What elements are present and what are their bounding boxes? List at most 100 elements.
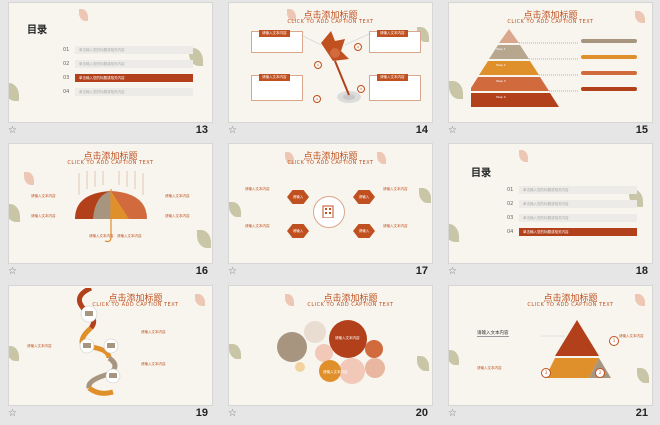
- marker-2: 2: [595, 368, 605, 378]
- toc-bar-active: [75, 74, 193, 82]
- hexagon-node: 请输入: [353, 190, 375, 204]
- slide-footer: ☆ 18: [440, 265, 660, 282]
- bubble: [339, 358, 365, 384]
- slide-13-canvas[interactable]: 目录 01 单击输入您的标题或相关内容 02 单击输入您的标题或相关内容 03 …: [9, 3, 212, 122]
- toc-number: 01: [63, 47, 70, 53]
- text-label: 请输入文本内容: [165, 214, 190, 218]
- toc-number: 03: [63, 75, 70, 81]
- star-icon[interactable]: ☆: [228, 266, 237, 277]
- slide-thumbnail-15[interactable]: 点击添加标题 CLICK TO ADD CAPTION TEXT Step 1 …: [440, 0, 660, 141]
- toc-row-1: 01 单击输入您的标题或相关内容: [507, 186, 647, 194]
- slide-footer: ☆ 21: [440, 407, 660, 424]
- leaf-decoration: [24, 172, 34, 185]
- leaf-decoration: [229, 202, 241, 217]
- text-tag: 请输入文本内容: [259, 74, 290, 81]
- toc-bar: [519, 214, 637, 222]
- star-icon[interactable]: ☆: [448, 408, 457, 419]
- text-label: 请输入文本内容: [245, 187, 270, 191]
- slide-number: 13: [195, 124, 208, 136]
- slide-footer: ☆ 16: [0, 265, 220, 282]
- marker-4: 4: [313, 95, 321, 103]
- slide-number: 16: [195, 265, 208, 277]
- text-tag: 请输入文本内容: [259, 30, 290, 37]
- slide-16-canvas[interactable]: 点击添加标题 CLICK TO ADD CAPTION TEXT 请输入文本内容…: [9, 144, 212, 263]
- slide-18-canvas[interactable]: 目录 01 单击输入您的标题或相关内容 02 单击输入您的标题或相关内容 03 …: [449, 144, 652, 263]
- star-icon[interactable]: ☆: [8, 125, 17, 136]
- toc-row-4: 04 单击输入您的标题或相关内容: [63, 88, 203, 96]
- toc-row-2: 02 单击输入您的标题或相关内容: [63, 60, 203, 68]
- leaf-decoration: [635, 11, 645, 23]
- slide-thumbnail-13[interactable]: 目录 01 单击输入您的标题或相关内容 02 单击输入您的标题或相关内容 03 …: [0, 0, 220, 141]
- toc-text: 单击输入您的标题或相关内容: [523, 216, 569, 220]
- bubble: [319, 360, 341, 382]
- toc-number: 04: [63, 89, 70, 95]
- text-label: 请输入文本内容: [141, 362, 166, 366]
- star-icon[interactable]: ☆: [448, 266, 457, 277]
- slide-footer: ☆ 19: [0, 407, 220, 424]
- slide-17-canvas[interactable]: 点击添加标题 CLICK TO ADD CAPTION TEXT 请输入文本内容…: [229, 144, 432, 263]
- star-icon[interactable]: ☆: [228, 125, 237, 136]
- slide-21-canvas[interactable]: 点击添加标题 CLICK TO ADD CAPTION TEXT 请输入文本内容…: [449, 286, 652, 405]
- leaf-decoration: [285, 294, 294, 306]
- text-label: 请输入文本内容: [383, 187, 408, 191]
- toc-number: 04: [507, 229, 514, 235]
- slide-thumbnail-20[interactable]: 点击添加标题 CLICK TO ADD CAPTION TEXT 请输入文本内容…: [220, 283, 440, 424]
- text-label: 请输入文本内容: [27, 344, 52, 348]
- slide-number: 18: [635, 265, 648, 277]
- hexagon-node: 请输入: [287, 224, 309, 238]
- building-icon: [322, 205, 334, 218]
- toc-bar: [75, 46, 193, 54]
- slide-thumbnail-21[interactable]: 点击添加标题 CLICK TO ADD CAPTION TEXT 请输入文本内容…: [440, 283, 660, 424]
- marker-2: 2: [354, 43, 362, 51]
- toc-title: 目录: [471, 168, 491, 179]
- star-icon[interactable]: ☆: [448, 125, 457, 136]
- triangle-diagram: [541, 320, 611, 378]
- slide-subtitle: CLICK TO ADD CAPTION TEXT: [67, 160, 154, 166]
- text-label: 请输入文本内容: [117, 234, 142, 238]
- hexagon-node: 请输入: [353, 224, 375, 238]
- bubble: [315, 344, 333, 362]
- bubble: [295, 362, 305, 372]
- toc-text: 单击输入您的标题或相关内容: [79, 90, 125, 94]
- pyramid-chart: [471, 29, 637, 107]
- slide-thumbnail-16[interactable]: 点击添加标题 CLICK TO ADD CAPTION TEXT 请输入文本内容…: [0, 141, 220, 282]
- bubble: [365, 340, 383, 358]
- slide-subtitle: CLICK TO ADD CAPTION TEXT: [507, 19, 594, 25]
- star-icon[interactable]: ☆: [8, 266, 17, 277]
- slide-footer: ☆ 17: [220, 265, 440, 282]
- toc-text: 单击输入您的标题或相关内容: [523, 230, 569, 234]
- leaf-decoration: [195, 294, 205, 306]
- star-icon[interactable]: ☆: [8, 408, 17, 419]
- slide-number: 21: [635, 407, 648, 419]
- toc-bar: [75, 88, 193, 96]
- slide-20-canvas[interactable]: 点击添加标题 CLICK TO ADD CAPTION TEXT 请输入文本内容…: [229, 286, 432, 405]
- slide-thumbnail-19[interactable]: 点击添加标题 CLICK TO ADD CAPTION TEXT 请输入文本内容…: [0, 283, 220, 424]
- slide-thumbnail-18[interactable]: 目录 01 单击输入您的标题或相关内容 02 单击输入您的标题或相关内容 03 …: [440, 141, 660, 282]
- slide-subtitle: CLICK TO ADD CAPTION TEXT: [92, 302, 179, 308]
- slide-title: 点击添加标题: [108, 294, 163, 304]
- leaf-decoration: [519, 150, 528, 162]
- slide-thumbnail-14[interactable]: 点击添加标题 CLICK TO ADD CAPTION TEXT 请输入文本内容…: [220, 0, 440, 141]
- star-icon[interactable]: ☆: [228, 408, 237, 419]
- slide-19-canvas[interactable]: 点击添加标题 CLICK TO ADD CAPTION TEXT 请输入文本内容…: [9, 286, 212, 405]
- slide-title: 点击添加标题: [543, 294, 598, 304]
- toc-title: 目录: [27, 25, 47, 36]
- bubble-label: 请输入文本内容: [335, 336, 360, 340]
- leaf-decoration: [79, 9, 88, 21]
- bubble: [304, 321, 326, 343]
- slide-15-canvas[interactable]: 点击添加标题 CLICK TO ADD CAPTION TEXT Step 1 …: [449, 3, 652, 122]
- leaf-decoration: [9, 83, 19, 101]
- bubble-large: [329, 320, 367, 358]
- slide-thumbnail-17[interactable]: 点击添加标题 CLICK TO ADD CAPTION TEXT 请输入文本内容…: [220, 141, 440, 282]
- slide-title: 点击添加标题: [303, 152, 358, 162]
- pyramid-step-2: Step 2: [496, 63, 506, 67]
- s-curve-process: [76, 288, 121, 396]
- leaf-decoration: [229, 344, 241, 359]
- slide-title: 点击添加标题: [323, 294, 378, 304]
- leaf-decoration: [635, 294, 645, 306]
- slide-subtitle: CLICK TO ADD CAPTION TEXT: [287, 19, 374, 25]
- leaf-decoration: [449, 224, 459, 242]
- bubble-label: 请输入文本内容: [323, 370, 348, 374]
- slide-14-canvas[interactable]: 点击添加标题 CLICK TO ADD CAPTION TEXT 请输入文本内容…: [229, 3, 432, 122]
- content-heading: 请输入文本内容: [477, 331, 509, 337]
